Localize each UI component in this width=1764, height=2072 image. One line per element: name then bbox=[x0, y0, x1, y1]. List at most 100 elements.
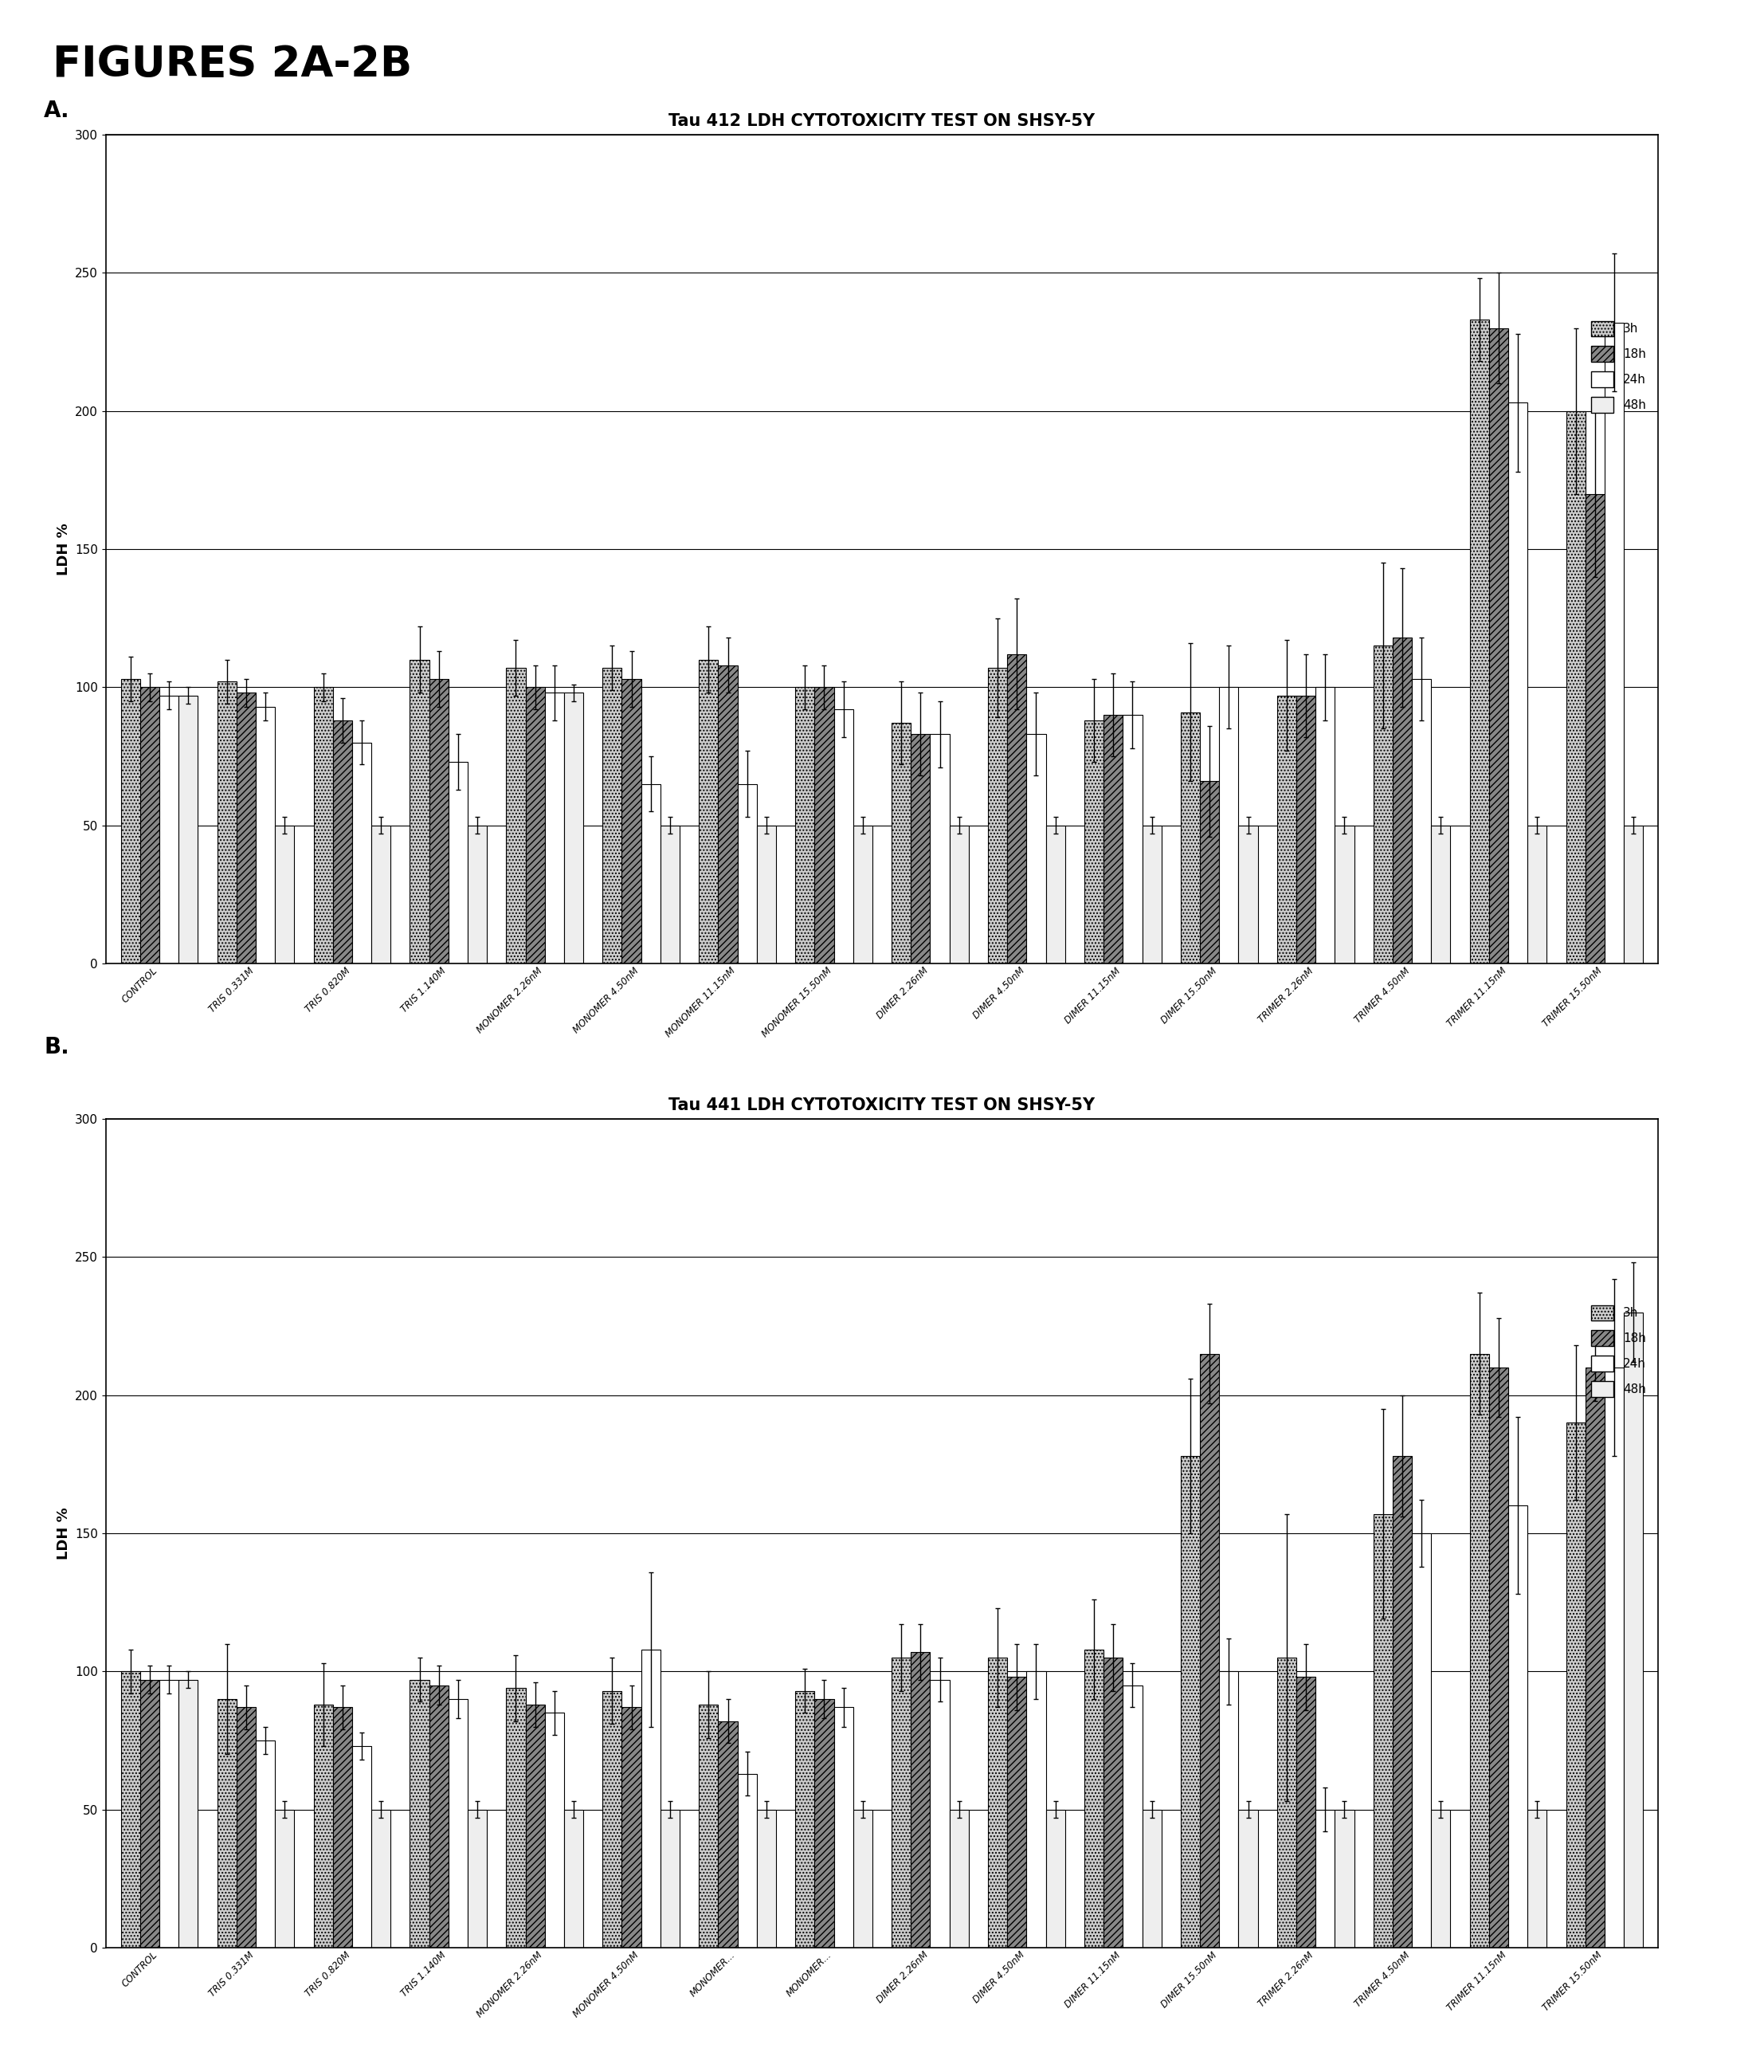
Bar bbox=[1469, 1353, 1489, 1948]
Bar bbox=[910, 733, 930, 963]
Bar bbox=[718, 665, 737, 963]
Bar bbox=[120, 1672, 139, 1948]
Bar bbox=[737, 783, 757, 963]
Bar bbox=[930, 1680, 949, 1948]
Text: A.: A. bbox=[44, 99, 71, 122]
Bar bbox=[256, 707, 275, 963]
Bar bbox=[1528, 1809, 1547, 1948]
Bar bbox=[796, 688, 815, 963]
Bar bbox=[372, 1809, 390, 1948]
Bar bbox=[949, 825, 968, 963]
Bar bbox=[603, 667, 623, 963]
Bar bbox=[545, 692, 564, 963]
Bar bbox=[1605, 323, 1625, 963]
Bar bbox=[139, 688, 159, 963]
Bar bbox=[718, 1722, 737, 1948]
Bar bbox=[1431, 825, 1450, 963]
Bar bbox=[1027, 733, 1046, 963]
Bar bbox=[217, 1699, 236, 1948]
Bar bbox=[564, 692, 584, 963]
Bar bbox=[796, 1691, 815, 1948]
Bar bbox=[1219, 1672, 1238, 1948]
Bar bbox=[1586, 493, 1605, 963]
Bar bbox=[178, 1680, 198, 1948]
Bar bbox=[603, 1691, 623, 1948]
Bar bbox=[1625, 1312, 1644, 1948]
Bar bbox=[1297, 696, 1316, 963]
Title: Tau 441 LDH CYTOTOXICITY TEST ON SHSY-5Y: Tau 441 LDH CYTOTOXICITY TEST ON SHSY-5Y bbox=[669, 1098, 1095, 1113]
Bar bbox=[891, 1658, 910, 1948]
Bar bbox=[1046, 1809, 1065, 1948]
Bar bbox=[120, 680, 139, 963]
Bar bbox=[526, 1705, 545, 1948]
Bar bbox=[1007, 1676, 1027, 1948]
Bar bbox=[699, 659, 718, 963]
Title: Tau 412 LDH CYTOTOXICITY TEST ON SHSY-5Y: Tau 412 LDH CYTOTOXICITY TEST ON SHSY-5Y bbox=[669, 114, 1095, 128]
Bar bbox=[545, 1714, 564, 1948]
Bar bbox=[640, 783, 660, 963]
Bar bbox=[1566, 1423, 1586, 1948]
Bar bbox=[256, 1740, 275, 1948]
Bar bbox=[1508, 402, 1528, 963]
Bar bbox=[1007, 655, 1027, 963]
Bar bbox=[564, 1809, 584, 1948]
Bar bbox=[1180, 1457, 1200, 1948]
Bar bbox=[159, 696, 178, 963]
Bar bbox=[139, 1680, 159, 1948]
Bar bbox=[1469, 319, 1489, 963]
Bar bbox=[333, 721, 353, 963]
Bar bbox=[429, 680, 448, 963]
Bar bbox=[1508, 1506, 1528, 1948]
Bar bbox=[1180, 713, 1200, 963]
Bar bbox=[1374, 646, 1392, 963]
Bar bbox=[1335, 1809, 1355, 1948]
Bar bbox=[660, 1809, 679, 1948]
Bar bbox=[467, 825, 487, 963]
Bar bbox=[815, 688, 834, 963]
Bar bbox=[1411, 680, 1431, 963]
Bar bbox=[834, 1707, 854, 1948]
Bar bbox=[1238, 1809, 1258, 1948]
Bar bbox=[640, 1649, 660, 1948]
Bar bbox=[448, 1699, 467, 1948]
Bar bbox=[1411, 1533, 1431, 1948]
Bar bbox=[236, 692, 256, 963]
Bar bbox=[988, 1658, 1007, 1948]
Bar bbox=[1528, 825, 1547, 963]
Y-axis label: LDH %: LDH % bbox=[56, 1506, 71, 1560]
Bar bbox=[1124, 1685, 1141, 1948]
Bar bbox=[1277, 1658, 1297, 1948]
Bar bbox=[737, 1774, 757, 1948]
Bar bbox=[1625, 825, 1644, 963]
Bar bbox=[1316, 1809, 1335, 1948]
Bar bbox=[1489, 327, 1508, 963]
Bar bbox=[1335, 825, 1355, 963]
Bar bbox=[1104, 715, 1124, 963]
Text: FIGURES 2A-2B: FIGURES 2A-2B bbox=[53, 44, 413, 85]
Bar bbox=[409, 659, 429, 963]
Bar bbox=[1085, 1649, 1104, 1948]
Bar bbox=[526, 688, 545, 963]
Bar bbox=[217, 682, 236, 963]
Legend: 3h, 18h, 24h, 48h: 3h, 18h, 24h, 48h bbox=[1586, 1299, 1653, 1403]
Bar bbox=[178, 696, 198, 963]
Bar bbox=[353, 1747, 372, 1948]
Bar bbox=[506, 1689, 526, 1948]
Bar bbox=[834, 709, 854, 963]
Bar bbox=[1566, 410, 1586, 963]
Bar bbox=[623, 680, 640, 963]
Bar bbox=[1297, 1676, 1316, 1948]
Bar bbox=[372, 825, 390, 963]
Bar bbox=[988, 667, 1007, 963]
Bar bbox=[1316, 688, 1335, 963]
Bar bbox=[275, 1809, 295, 1948]
Bar bbox=[448, 762, 467, 963]
Bar bbox=[1200, 781, 1219, 963]
Bar bbox=[1027, 1672, 1046, 1948]
Bar bbox=[1277, 696, 1297, 963]
Bar bbox=[1489, 1368, 1508, 1948]
Bar bbox=[467, 1809, 487, 1948]
Bar bbox=[660, 825, 679, 963]
Bar bbox=[930, 733, 949, 963]
Bar bbox=[1200, 1353, 1219, 1948]
